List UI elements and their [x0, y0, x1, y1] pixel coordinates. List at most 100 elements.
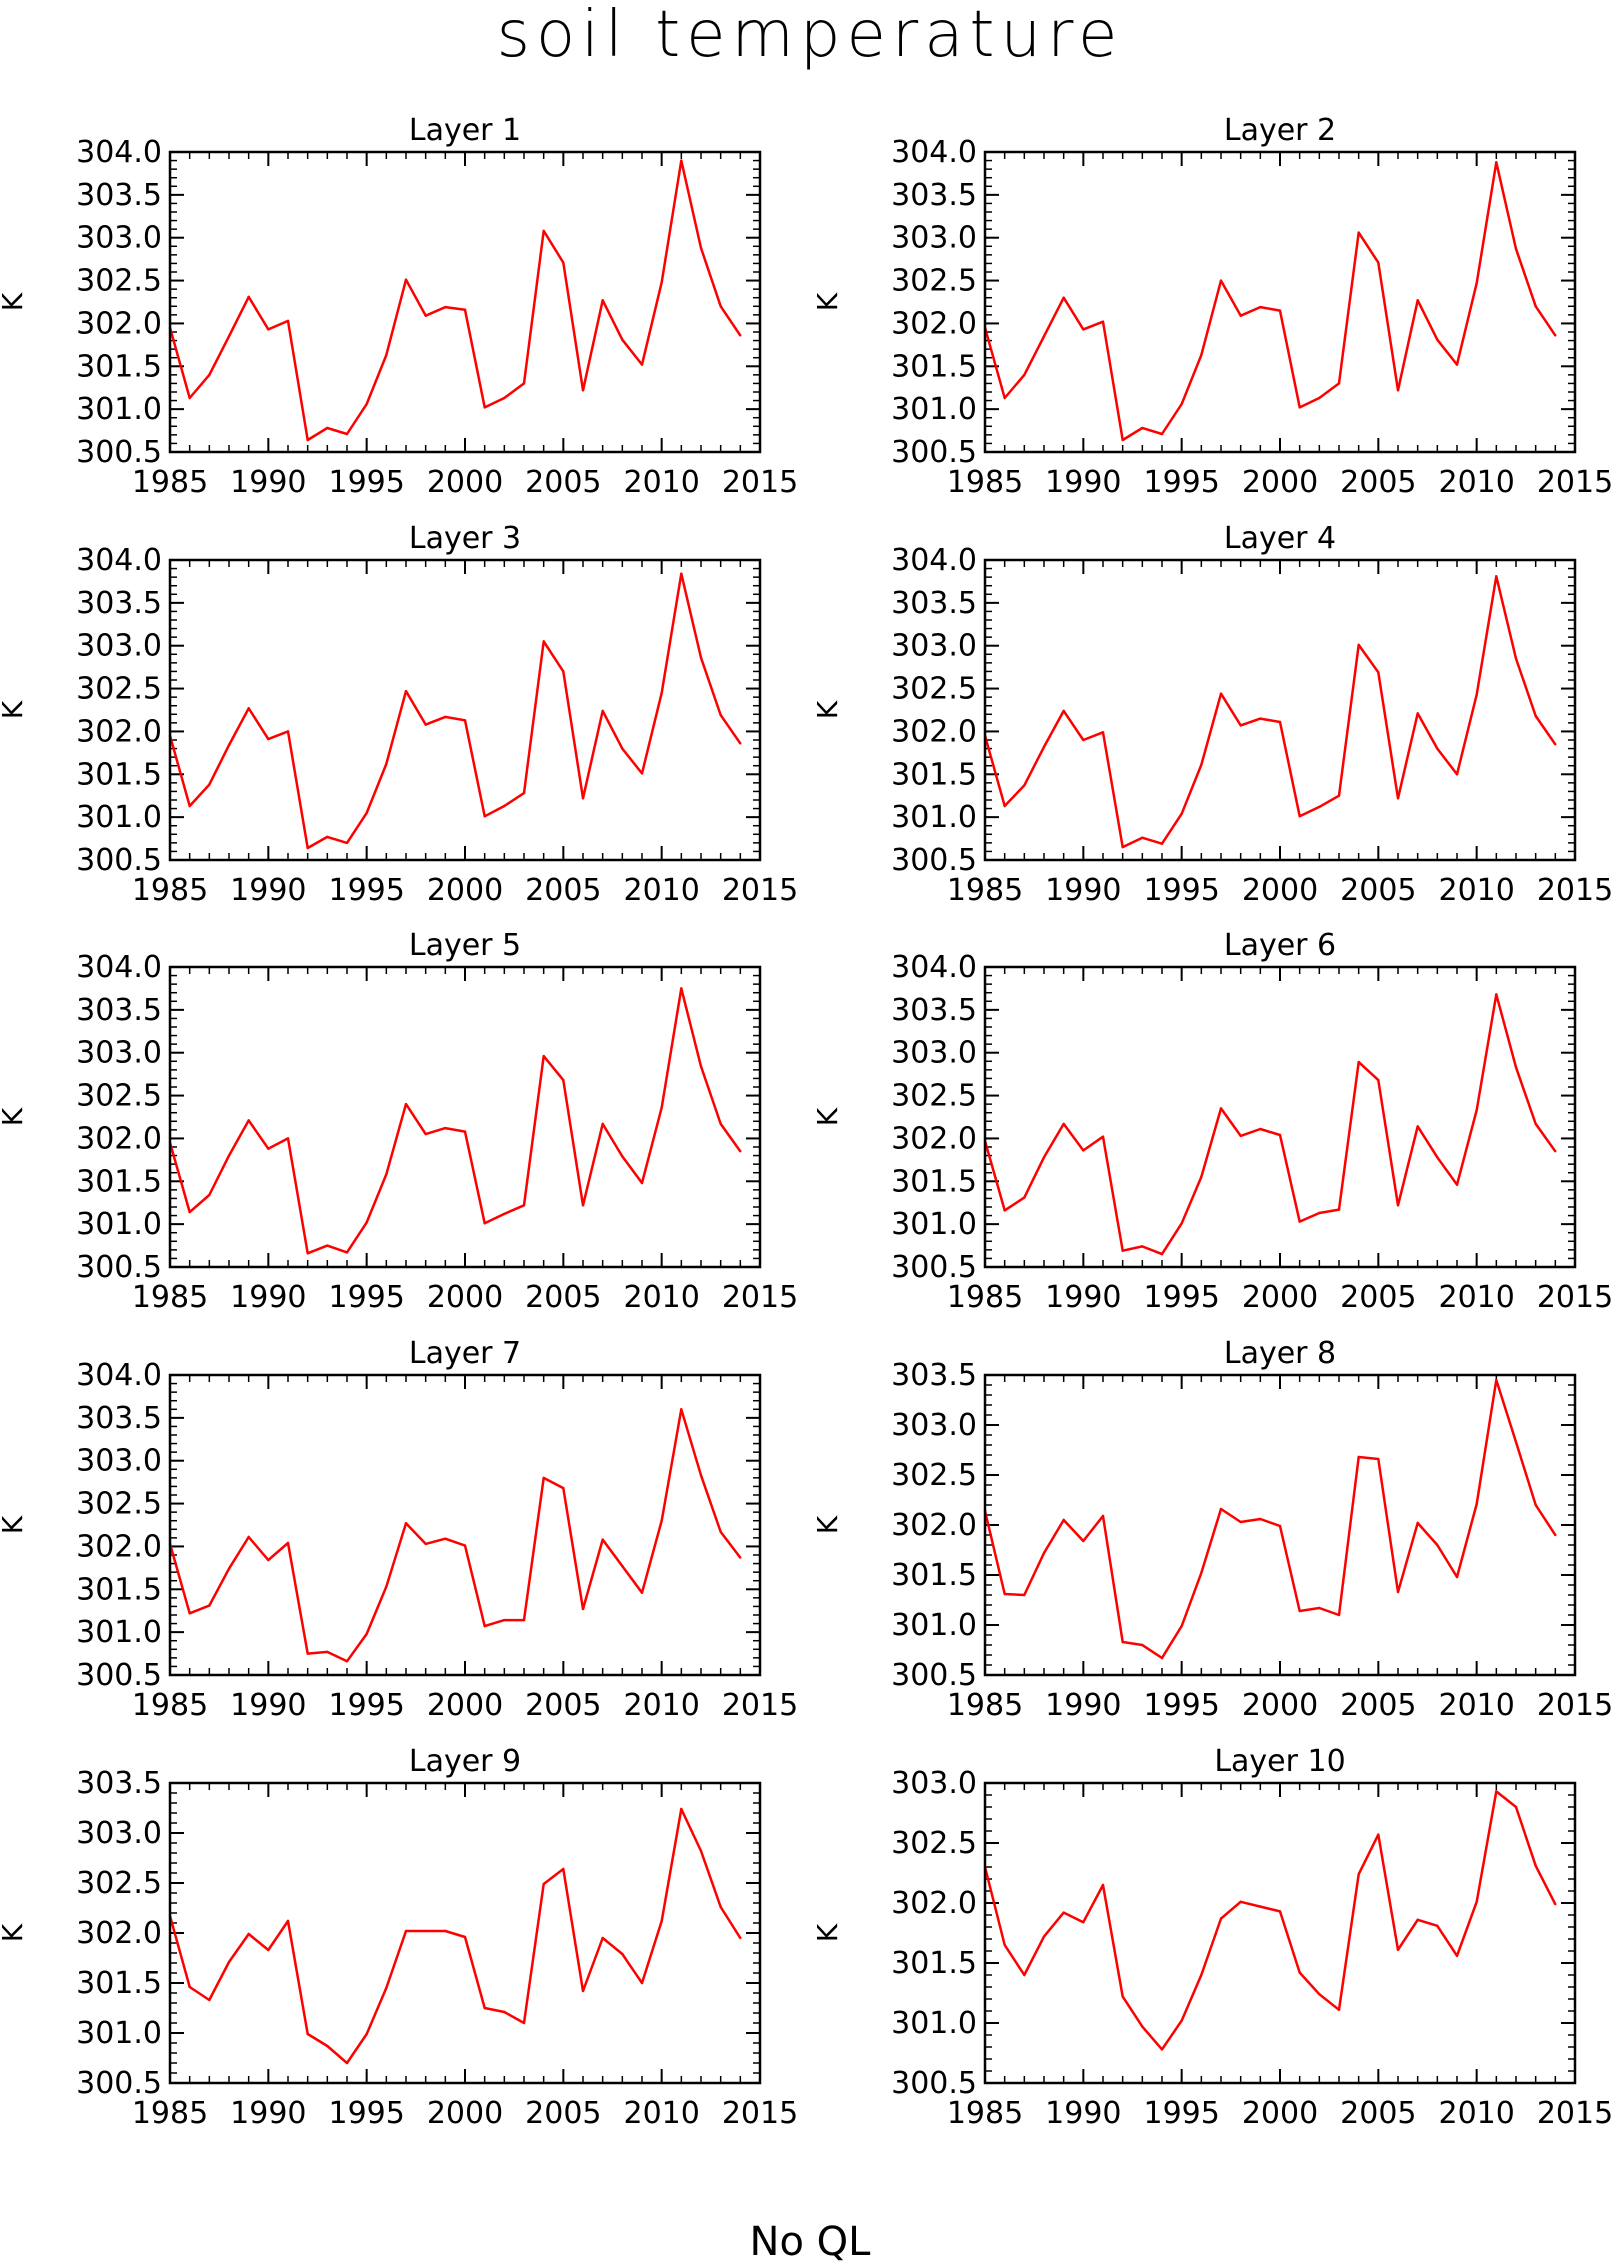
- data-point: [1082, 1539, 1085, 1543]
- y-tick-label: 301.5: [891, 757, 977, 792]
- x-tick-label: 2010: [1438, 465, 1514, 500]
- data-point: [1495, 161, 1498, 164]
- data-point: [1141, 836, 1144, 839]
- data-point: [1554, 743, 1557, 746]
- data-point: [326, 1650, 329, 1654]
- data-point: [1259, 1127, 1262, 1131]
- data-point: [640, 1181, 644, 1185]
- data-point: [267, 328, 270, 331]
- y-tick-label: 301.5: [76, 757, 162, 792]
- data-point: [1396, 1590, 1400, 1594]
- data-point: [1416, 1918, 1419, 1922]
- x-tick-label: 1990: [230, 1280, 306, 1315]
- x-tick-label: 2000: [427, 1688, 503, 1723]
- y-tick-label: 303.5: [76, 993, 162, 1028]
- y-tick-label: 301.0: [76, 2016, 162, 2051]
- data-point: [1534, 1503, 1537, 1507]
- data-point: [562, 1867, 565, 1871]
- data-point: [306, 438, 309, 442]
- series-line: [168, 1408, 742, 1663]
- data-point: [267, 1147, 270, 1150]
- x-tick-label: 1985: [947, 1688, 1023, 1723]
- y-tick-label: 303.0: [891, 221, 977, 256]
- plot-frame: [168, 558, 762, 862]
- x-tick-label: 1990: [230, 2096, 306, 2131]
- data-point: [306, 2032, 309, 2036]
- data-point: [542, 229, 545, 233]
- data-point: [1062, 709, 1065, 713]
- data-point: [1298, 1971, 1301, 1974]
- data-point: [562, 261, 565, 264]
- data-point: [522, 1204, 526, 1207]
- data-point: [1121, 1995, 1124, 1998]
- x-tick-label: 1990: [1045, 1688, 1121, 1723]
- data-point: [1082, 1921, 1085, 1924]
- x-tick-label: 2005: [525, 873, 601, 908]
- data-point: [660, 1519, 663, 1522]
- data-point: [247, 1535, 250, 1539]
- data-point: [621, 1155, 624, 1158]
- x-tick-label: 2005: [1340, 465, 1416, 500]
- x-tick-label: 1990: [1045, 873, 1121, 908]
- data-point: [1377, 1457, 1380, 1461]
- data-point: [1101, 1883, 1105, 1887]
- data-point: [208, 1998, 211, 2002]
- x-tick-label: 2015: [1537, 1280, 1613, 1315]
- data-point: [503, 804, 506, 808]
- data-point: [365, 1632, 368, 1636]
- chart-panel-10: Layer 10 K 1985 1990 1995 2000 2005 2010 2015 300…: [811, 1744, 1613, 2131]
- data-point: [208, 373, 211, 377]
- chart-panel-7: Layer 7 K 1985 1990 1995 2000 2005 2010 2015 300.…: [0, 1336, 798, 1723]
- data-point: [1554, 1533, 1557, 1537]
- y-tick-label: 302.5: [891, 1079, 977, 1114]
- y-tick-label: 301.0: [76, 800, 162, 835]
- data-point: [1514, 247, 1518, 251]
- data-point: [1042, 1156, 1046, 1159]
- x-tick-label: 2015: [722, 2096, 798, 2131]
- data-point: [1023, 1196, 1026, 1199]
- y-tick-label: 303.5: [76, 1766, 162, 1801]
- data-point: [581, 389, 585, 392]
- data-point: [699, 1474, 703, 1477]
- plot-frame: [168, 1781, 762, 2085]
- data-point: [326, 835, 329, 839]
- data-point: [188, 396, 191, 400]
- data-point: [1455, 1575, 1459, 1579]
- x-tick-label: 1995: [1143, 2096, 1219, 2131]
- y-tick-label: 301.0: [76, 392, 162, 427]
- data-point: [503, 396, 506, 400]
- data-point: [1436, 1543, 1439, 1547]
- data-point: [326, 2044, 329, 2048]
- data-point: [522, 791, 526, 795]
- y-tick-label: 302.0: [76, 1121, 162, 1156]
- x-tick-label: 2010: [623, 465, 699, 500]
- x-tick-label: 2005: [1340, 873, 1416, 908]
- panel-title: Layer 10: [1214, 1744, 1345, 1779]
- data-point: [424, 1542, 427, 1546]
- data-point: [1475, 1108, 1478, 1112]
- data-point: [562, 1486, 565, 1490]
- data-point: [1278, 1524, 1282, 1528]
- data-point: [404, 1522, 408, 1525]
- data-point: [699, 656, 703, 659]
- data-point: [1416, 299, 1419, 302]
- y-tick-label: 304.0: [891, 950, 977, 985]
- data-point: [1396, 797, 1400, 800]
- x-tick-label: 1990: [1045, 2096, 1121, 2131]
- chart-panel-9: Layer 9 K 1985 1990 1995 2000 2005 2010 2015 300.…: [0, 1744, 798, 2131]
- y-tick-label: 302.0: [891, 1508, 977, 1543]
- data-point: [1200, 1175, 1203, 1179]
- y-tick-label: 302.0: [76, 306, 162, 341]
- x-tick-label: 1990: [1045, 1280, 1121, 1315]
- y-tick-label: 300.5: [891, 435, 977, 470]
- y-tick-label: 300.5: [76, 843, 162, 878]
- y-tick-label: 302.0: [891, 1886, 977, 1921]
- data-point: [1239, 1520, 1242, 1524]
- x-tick-label: 2000: [427, 873, 503, 908]
- series-line: [983, 575, 1557, 849]
- data-point: [1554, 1150, 1557, 1153]
- data-point: [1062, 1122, 1065, 1126]
- series-line: [168, 1807, 742, 2065]
- data-point: [1023, 784, 1026, 787]
- x-tick-label: 2005: [1340, 1280, 1416, 1315]
